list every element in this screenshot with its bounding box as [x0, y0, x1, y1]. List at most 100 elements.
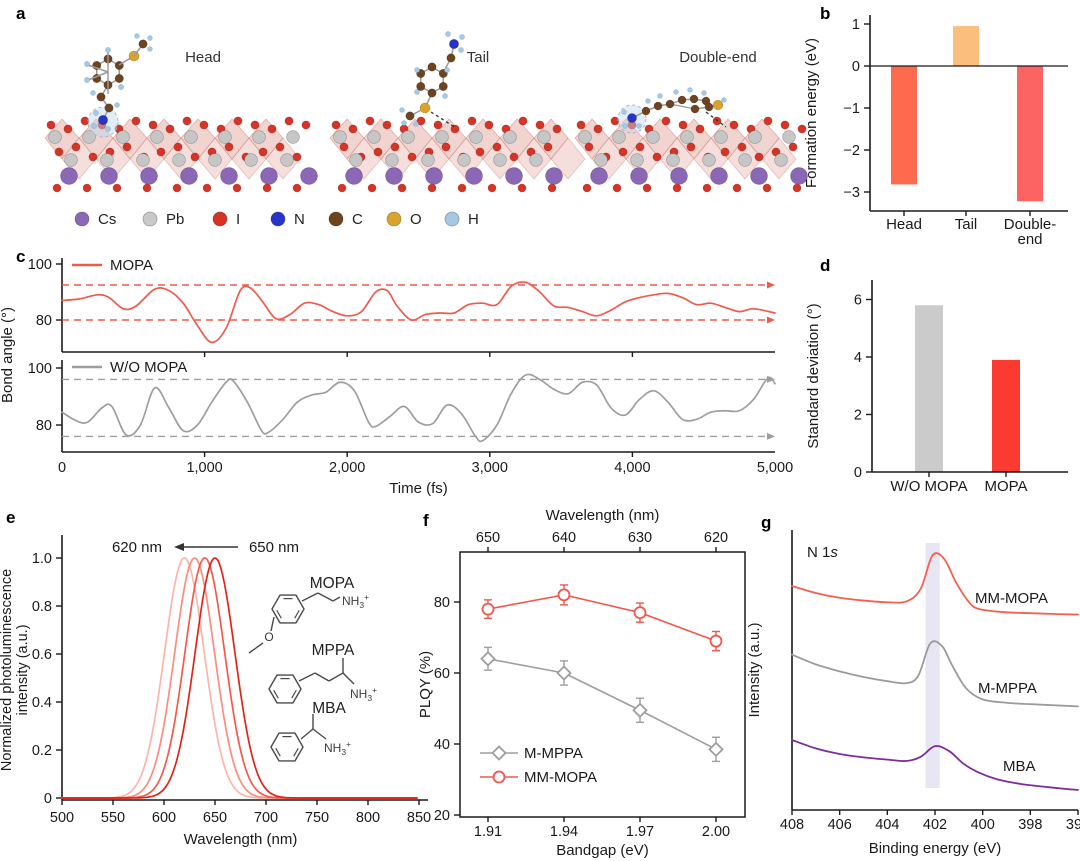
diamond-marker: [556, 665, 572, 681]
hydrogen-atom: [621, 109, 627, 115]
iodine-atom: [258, 147, 268, 157]
iodine-atom: [612, 183, 622, 193]
cesium-atom: [300, 167, 318, 185]
legend-item-m-mppa: M-MPPA: [480, 745, 583, 762]
iodine-atom: [199, 120, 209, 130]
head-molecule: [84, 33, 153, 138]
lead-atom: [666, 153, 680, 167]
arrow-head-icon: [767, 281, 775, 289]
x-category-label: Double-end: [1004, 216, 1057, 248]
line: [314, 672, 330, 682]
plqy-chart: Wavelength (nm) 650 640 630 620 1.91 1.94 1.97 2…: [417, 507, 746, 859]
series-line: [61, 373, 776, 443]
lead-atom: [116, 130, 130, 144]
lead-atom: [630, 153, 644, 167]
x-tick-label: 3,000: [472, 460, 508, 476]
c-legend-icon: [328, 211, 344, 227]
x-tick-label: 5,000: [757, 460, 793, 476]
iodine-atom: [52, 183, 62, 193]
carbon-atom: [446, 53, 456, 63]
iodine-atom: [397, 183, 407, 193]
panel-d-label: d: [820, 256, 831, 275]
iodine-atom: [224, 142, 234, 152]
iodine-atom: [275, 142, 285, 152]
ring-bond: [268, 674, 302, 704]
panel-a: a Head Tail Double-end Cs Pb I N C O H: [0, 0, 810, 245]
hydrogen-atom: [645, 98, 651, 104]
panel-c: c 100 80 MOPA 100 80 0 1,000 2,000 3,000 4,000 5,0…: [0, 245, 795, 500]
carbon-atom: [427, 62, 437, 72]
pb-legend-icon: [142, 211, 158, 227]
iodine-atom: [517, 183, 527, 193]
x-tick-label: 408: [780, 817, 804, 833]
hydrogen-atom: [687, 87, 693, 93]
cesium-atom: [630, 167, 648, 185]
hydrogen-atom: [93, 110, 99, 116]
cesium-atom: [140, 167, 158, 185]
perovskite-slab: [574, 116, 808, 193]
sulfur-atom: [712, 99, 724, 111]
y-axis-title: Standard deviation (°): [805, 303, 822, 448]
line: [248, 642, 264, 654]
x-tick-label: 402: [923, 817, 947, 833]
y-tick-label: −3: [843, 185, 860, 201]
iodine-atom: [337, 183, 347, 193]
iodine-atom: [80, 116, 90, 126]
iodine-atom: [433, 120, 443, 130]
lead-atom: [469, 130, 483, 144]
legend-label-cs: Cs: [98, 211, 116, 228]
iodine-atom: [112, 183, 122, 193]
lead-atom: [252, 130, 266, 144]
subplot-w-o-mopa: 100 80 0 1,000 2,000 3,000 4,000 5,000 W/O MOPA: [28, 359, 793, 476]
series-line: [61, 281, 776, 344]
amine-label: NH3+: [350, 685, 377, 703]
y-tick-label: 100: [28, 361, 52, 377]
xps-curve-m-mppa: [791, 640, 1079, 708]
iodine-atom: [543, 142, 553, 152]
iodine-atom: [148, 120, 158, 130]
amine-label: NH3+: [342, 592, 369, 610]
x-tick-label: 2,000: [329, 460, 365, 476]
diamond-marker: [632, 702, 648, 719]
ring-double-bond: [276, 609, 282, 619]
iodine-atom: [475, 147, 485, 157]
legend-label-n: N: [294, 211, 305, 228]
line: [300, 728, 314, 740]
iodine-atom: [339, 142, 349, 152]
carbon-atom: [690, 104, 700, 114]
top-tick-label: 620: [704, 530, 728, 546]
panel-g: g 408 406 404 402 400 398 396 Binding energy (e…: [745, 505, 1080, 861]
hydrogen-atom: [442, 93, 448, 99]
circle-marker: [557, 588, 571, 602]
iodine-atom: [780, 120, 790, 130]
x-tick-label: 2.00: [702, 824, 730, 840]
y-tick-label: 1.0: [32, 551, 52, 567]
carbon-atom: [438, 82, 448, 91]
hydrogen-atom: [91, 123, 97, 129]
lead-atom: [748, 130, 762, 144]
cesium-atom: [505, 167, 523, 185]
structure-label-head: Head: [185, 49, 221, 66]
line: [87, 64, 109, 73]
y-tick-label: 0.2: [32, 743, 52, 759]
line: [87, 71, 109, 81]
arrow-head-icon: [767, 432, 775, 440]
hydrogen-atom: [134, 33, 140, 39]
amine-label: NH3+: [324, 739, 351, 757]
cesium-atom: [670, 167, 688, 185]
panel-a-label: a: [16, 4, 26, 23]
y-tick-label: 0.8: [32, 599, 52, 615]
octahedron: [550, 137, 586, 180]
iodine-atom: [284, 116, 294, 126]
y-tick-label: 0: [852, 59, 860, 75]
iodine-atom: [695, 124, 705, 134]
x-axis-title: Time (fs): [389, 480, 448, 497]
y-tick-label: 40: [434, 737, 450, 753]
line: [270, 616, 275, 632]
carbon-atom: [704, 102, 714, 112]
perovskite-slab: [329, 116, 586, 193]
panel-e: e 1.0 0.8 0.6 0.4 0.2 0 500 550 600 650 700 750 800 8…: [0, 505, 455, 861]
ring-double-bond: [293, 747, 299, 757]
panel-c-label: c: [16, 247, 26, 266]
